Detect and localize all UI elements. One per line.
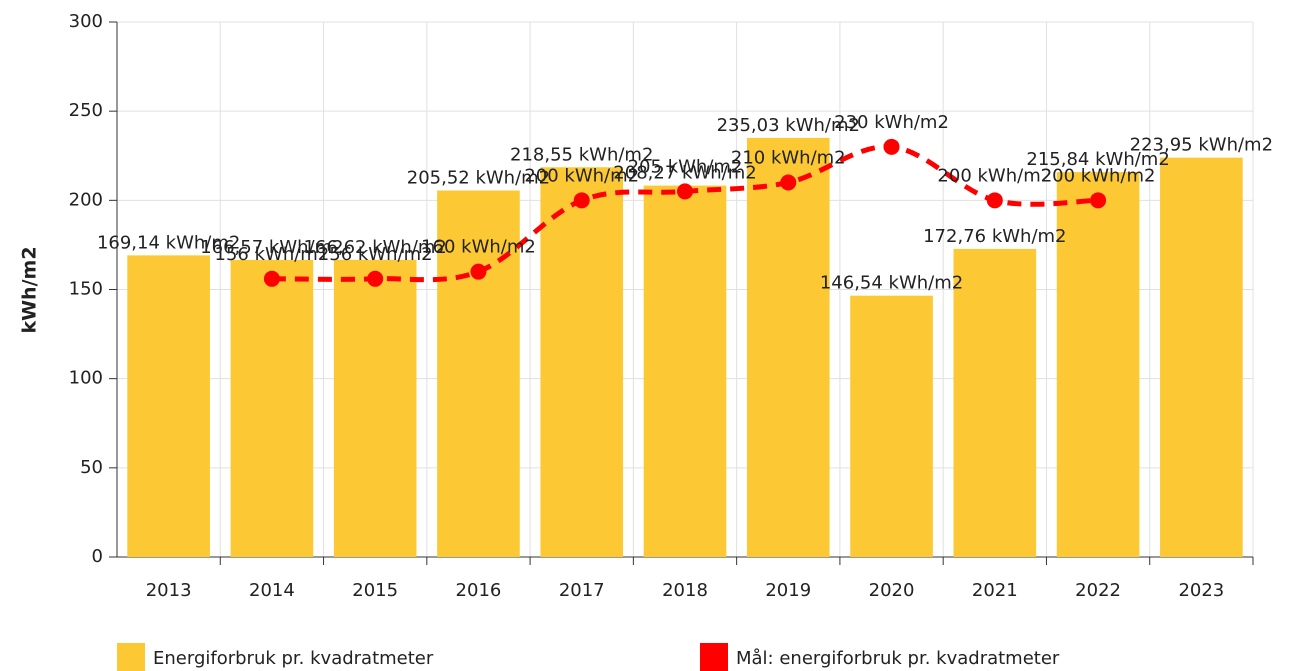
data-label: 169,14 kWh/m2 bbox=[97, 232, 240, 253]
x-tick-label: 2023 bbox=[1178, 580, 1224, 601]
data-label: 156 kWh/m2 bbox=[318, 244, 433, 265]
x-tick-label: 2021 bbox=[972, 580, 1018, 601]
x-tick-label: 2015 bbox=[352, 580, 398, 601]
data-label: 218,55 kWh/m2 bbox=[510, 144, 653, 165]
y-tick-label: 0 bbox=[92, 546, 103, 567]
data-label: 166,62 kWh/m2 bbox=[303, 237, 446, 258]
data-label: 205,52 kWh/m2 bbox=[407, 167, 550, 188]
data-label: 200 kWh/m2 bbox=[937, 165, 1052, 186]
bar bbox=[643, 185, 727, 558]
bar bbox=[1056, 172, 1140, 557]
y-tick-label: 200 bbox=[69, 189, 103, 210]
bar bbox=[127, 255, 210, 557]
target-point bbox=[883, 138, 900, 155]
target-point bbox=[263, 270, 280, 287]
target-point bbox=[986, 192, 1003, 209]
bar bbox=[746, 137, 830, 557]
x-tick-label: 2022 bbox=[1075, 580, 1121, 601]
data-label: 166,57 kWh/m2 bbox=[200, 237, 343, 258]
x-tick-label: 2016 bbox=[456, 580, 502, 601]
y-tick-label: 150 bbox=[69, 279, 103, 300]
data-label: 156 kWh/m2 bbox=[215, 244, 330, 265]
data-label: 210 kWh/m2 bbox=[731, 148, 846, 169]
data-label: 160 kWh/m2 bbox=[421, 237, 536, 258]
bar bbox=[230, 259, 314, 557]
data-label: 235,03 kWh/m2 bbox=[717, 115, 860, 136]
bar bbox=[540, 167, 624, 557]
bar bbox=[437, 190, 520, 558]
bar bbox=[850, 295, 933, 557]
data-label: 146,54 kWh/m2 bbox=[820, 273, 963, 294]
x-tick-label: 2019 bbox=[765, 580, 811, 601]
data-label: 223,95 kWh/m2 bbox=[1130, 135, 1273, 156]
target-point bbox=[470, 263, 487, 280]
legend-swatch bbox=[117, 643, 145, 671]
data-label: 215,84 kWh/m2 bbox=[1026, 149, 1169, 170]
x-tick-label: 2018 bbox=[662, 580, 708, 601]
y-axis-label: kWh/m2 bbox=[19, 246, 41, 333]
target-point bbox=[367, 270, 384, 287]
target-point bbox=[1090, 192, 1107, 209]
target-point bbox=[780, 174, 797, 191]
data-label: 205 kWh/m2 bbox=[628, 156, 743, 177]
target-point bbox=[573, 192, 590, 209]
data-label: 172,76 kWh/m2 bbox=[923, 226, 1066, 247]
legend-label: Mål: energiforbruk pr. kvadratmeter bbox=[736, 648, 1060, 669]
data-label: 200 kWh/m2 bbox=[1041, 165, 1156, 186]
x-tick-label: 2020 bbox=[869, 580, 915, 601]
x-tick-label: 2014 bbox=[249, 580, 295, 601]
bar bbox=[953, 248, 1037, 558]
y-tick-label: 300 bbox=[69, 11, 103, 32]
bar bbox=[1160, 157, 1243, 557]
legend-swatch bbox=[700, 643, 728, 671]
data-label: 208,27 kWh/m2 bbox=[613, 163, 756, 184]
data-label: 230 kWh/m2 bbox=[834, 112, 949, 133]
y-tick-label: 100 bbox=[69, 368, 103, 389]
bar bbox=[333, 259, 417, 557]
x-tick-label: 2017 bbox=[559, 580, 605, 601]
legend-label: Energiforbruk pr. kvadratmeter bbox=[153, 648, 434, 669]
y-tick-label: 250 bbox=[69, 100, 103, 121]
data-label: 200 kWh/m2 bbox=[524, 165, 639, 186]
y-tick-label: 50 bbox=[80, 457, 103, 478]
target-point bbox=[677, 183, 693, 200]
x-tick-label: 2013 bbox=[146, 580, 192, 601]
